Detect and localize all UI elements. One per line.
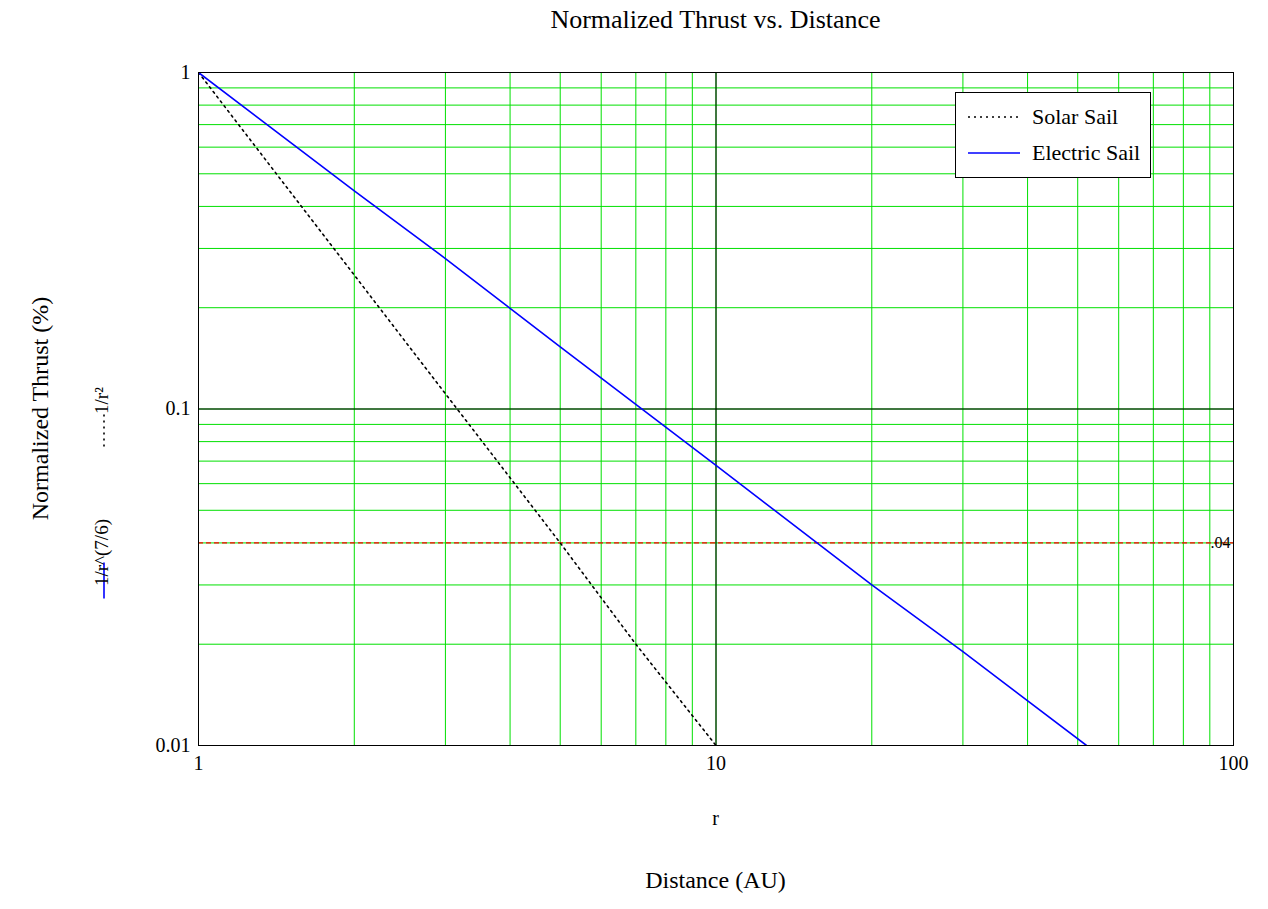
svg-text:Normalized Thrust (%): Normalized Thrust (%) <box>27 297 53 521</box>
svg-text:0.01: 0.01 <box>156 734 191 756</box>
svg-text:100: 100 <box>1219 752 1249 774</box>
html-text:Normalized Thrust vs. Distance: Normalized Thrust vs. Distance <box>550 5 881 34</box>
svg-text:10: 10 <box>706 752 726 774</box>
svg-text:.04: .04 <box>1211 534 1231 551</box>
svg-text:1/r^(7/6): 1/r^(7/6) <box>91 519 113 586</box>
svg-text:r: r <box>712 807 719 829</box>
svg-text:1: 1 <box>194 752 204 774</box>
svg-text:1: 1 <box>181 61 191 83</box>
svg-text:1/r²: 1/r² <box>91 387 112 414</box>
svg-text:0.1: 0.1 <box>166 397 191 419</box>
svg-text:Distance (AU): Distance (AU) <box>645 867 786 893</box>
html-text:Electric Sail: Electric Sail <box>1032 140 1141 165</box>
html-text:Solar Sail: Solar Sail <box>1032 104 1119 129</box>
